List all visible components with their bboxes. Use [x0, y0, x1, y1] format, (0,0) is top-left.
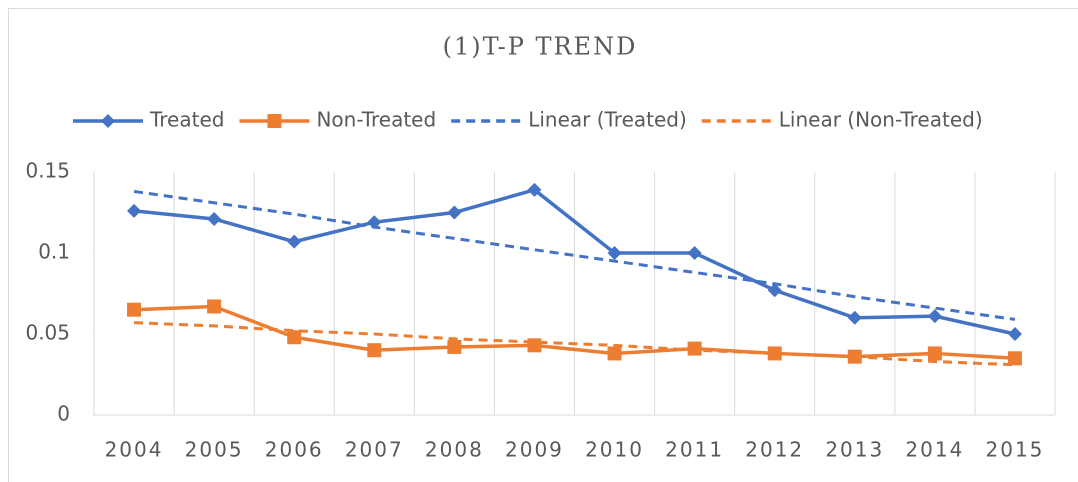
y-tick-label: 0.05 [25, 321, 70, 345]
x-tick-label: 2005 [185, 438, 244, 462]
marker [447, 339, 462, 354]
legend-label: Treated [149, 108, 224, 132]
marker [127, 203, 142, 218]
marker [687, 341, 702, 356]
chart-border [8, 8, 1078, 482]
x-tick-label: 2015 [986, 438, 1045, 462]
chart-title: (1)T-P TREND [443, 33, 638, 61]
marker [367, 343, 382, 358]
trend-line [133, 321, 1016, 367]
marker [127, 302, 142, 317]
x-tick-label: 2014 [905, 438, 964, 462]
series-line [133, 187, 1016, 336]
marker [1007, 351, 1022, 366]
x-tick-label: 2007 [345, 438, 404, 462]
marker [847, 310, 862, 325]
marker [527, 182, 542, 197]
marker [767, 346, 782, 361]
marker [287, 330, 302, 345]
series-line [133, 304, 1016, 361]
x-tick-label: 2004 [105, 438, 164, 462]
marker [1007, 327, 1022, 341]
marker [207, 211, 222, 226]
marker [767, 283, 782, 298]
marker [367, 215, 382, 230]
x-tick-label: 2006 [265, 438, 324, 462]
marker [207, 299, 222, 314]
marker [687, 246, 702, 260]
marker [447, 205, 462, 220]
marker [287, 234, 302, 249]
x-tick-label: 2011 [665, 438, 724, 462]
y-tick-label: 0.1 [38, 240, 70, 264]
x-tick-label: 2009 [505, 438, 564, 462]
y-tick-label: 0 [57, 402, 70, 426]
trend-line [133, 189, 1016, 321]
legend-label: Linear (Non-Treated) [779, 108, 983, 132]
marker [607, 346, 622, 361]
y-tick-label: 0.15 [25, 159, 70, 183]
x-tick-label: 2008 [425, 438, 484, 462]
marker [267, 114, 282, 128]
marker [927, 346, 942, 361]
marker [101, 114, 115, 128]
legend-label: Non-Treated [316, 108, 436, 132]
legend-label: Linear (Treated) [528, 108, 687, 132]
x-tick-label: 2010 [585, 438, 644, 462]
x-tick-label: 2012 [745, 438, 804, 462]
x-tick-label: 2013 [825, 438, 884, 462]
marker [927, 309, 942, 324]
marker [607, 246, 622, 260]
